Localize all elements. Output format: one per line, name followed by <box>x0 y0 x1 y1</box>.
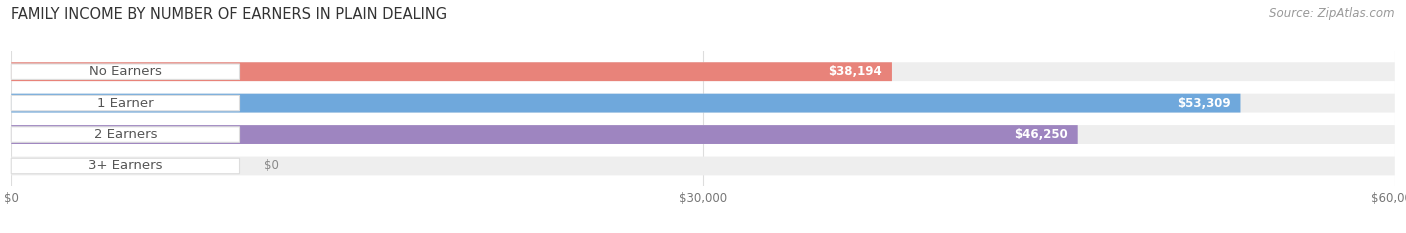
FancyBboxPatch shape <box>11 94 1395 113</box>
FancyBboxPatch shape <box>11 125 1078 144</box>
FancyBboxPatch shape <box>11 62 1395 81</box>
FancyBboxPatch shape <box>11 62 891 81</box>
FancyBboxPatch shape <box>11 94 1240 113</box>
FancyBboxPatch shape <box>11 125 1395 144</box>
FancyBboxPatch shape <box>11 157 1395 175</box>
Text: $53,309: $53,309 <box>1177 97 1230 110</box>
Text: FAMILY INCOME BY NUMBER OF EARNERS IN PLAIN DEALING: FAMILY INCOME BY NUMBER OF EARNERS IN PL… <box>11 7 447 22</box>
Text: No Earners: No Earners <box>89 65 162 78</box>
FancyBboxPatch shape <box>11 127 239 142</box>
Text: Source: ZipAtlas.com: Source: ZipAtlas.com <box>1270 7 1395 20</box>
Text: 3+ Earners: 3+ Earners <box>89 159 163 172</box>
FancyBboxPatch shape <box>11 95 239 111</box>
Text: $38,194: $38,194 <box>828 65 882 78</box>
FancyBboxPatch shape <box>11 64 239 79</box>
Text: 2 Earners: 2 Earners <box>94 128 157 141</box>
Text: $0: $0 <box>264 159 280 172</box>
Text: 1 Earner: 1 Earner <box>97 97 153 110</box>
FancyBboxPatch shape <box>11 158 239 174</box>
Text: $46,250: $46,250 <box>1014 128 1069 141</box>
